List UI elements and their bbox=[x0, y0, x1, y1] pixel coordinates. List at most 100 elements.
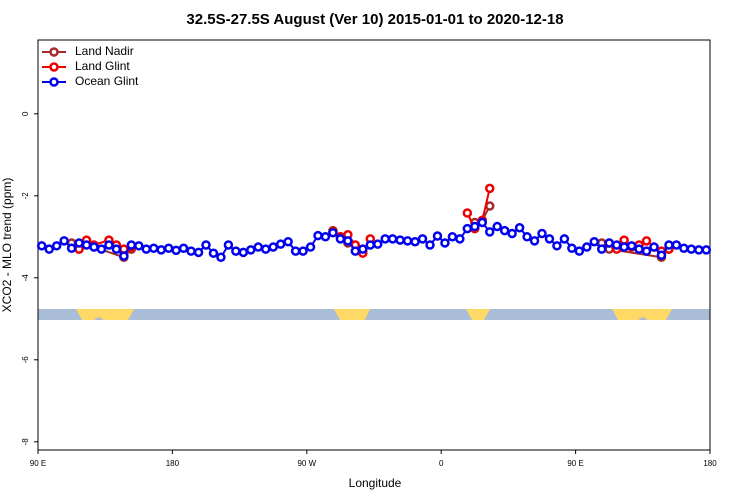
data-point bbox=[589, 236, 600, 247]
data-point bbox=[171, 245, 181, 256]
x-tick-label: 180 bbox=[703, 459, 717, 468]
legend-label: Land Glint bbox=[75, 59, 130, 73]
data-point bbox=[328, 227, 338, 238]
data-point bbox=[59, 236, 69, 246]
data-point bbox=[387, 234, 398, 244]
data-point bbox=[559, 234, 570, 244]
data-point bbox=[305, 242, 316, 252]
data-point bbox=[148, 243, 159, 254]
x-tick-label: 90 E bbox=[567, 459, 583, 468]
data-point bbox=[656, 250, 667, 260]
data-point bbox=[529, 236, 540, 246]
data-point bbox=[216, 252, 226, 263]
land-band bbox=[76, 309, 134, 320]
data-point bbox=[567, 243, 577, 254]
data-point bbox=[522, 232, 532, 242]
data-point bbox=[604, 238, 614, 248]
land-band bbox=[612, 309, 672, 320]
data-point bbox=[440, 238, 450, 248]
legend-label: Land Nadir bbox=[75, 44, 134, 58]
data-point bbox=[51, 241, 62, 251]
data-point bbox=[484, 227, 495, 237]
data-point bbox=[66, 243, 77, 254]
data-point bbox=[104, 240, 114, 250]
data-point bbox=[425, 240, 435, 250]
data-point bbox=[223, 240, 234, 250]
data-point bbox=[484, 201, 495, 211]
data-point bbox=[231, 246, 241, 256]
data-point bbox=[290, 246, 301, 256]
data-point bbox=[544, 234, 555, 244]
data-point bbox=[275, 239, 286, 249]
data-point bbox=[320, 232, 331, 242]
data-point bbox=[470, 221, 480, 232]
data-point bbox=[462, 223, 473, 234]
data-point bbox=[477, 217, 488, 228]
land-band bbox=[466, 309, 490, 320]
data-point bbox=[163, 243, 174, 254]
data-point bbox=[343, 236, 353, 246]
data-point bbox=[514, 223, 525, 233]
data-point bbox=[641, 236, 652, 246]
x-tick-label: 0 bbox=[439, 459, 444, 468]
data-point bbox=[410, 236, 420, 247]
data-point bbox=[253, 242, 264, 252]
y-axis-label: XCO2 - MLO trend (ppm) bbox=[0, 178, 14, 313]
data-point bbox=[350, 246, 361, 256]
data-point bbox=[201, 240, 211, 250]
data-point bbox=[619, 242, 629, 252]
data-point bbox=[156, 245, 166, 255]
data-point bbox=[686, 244, 697, 254]
y-tick-label: -6 bbox=[21, 356, 30, 364]
y-tick-label: -4 bbox=[21, 274, 30, 282]
data-point bbox=[134, 241, 144, 251]
data-point bbox=[626, 241, 637, 251]
data-point bbox=[417, 234, 428, 244]
data-point bbox=[679, 243, 689, 254]
data-point bbox=[268, 242, 278, 252]
data-point bbox=[126, 240, 137, 250]
data-point bbox=[462, 208, 473, 218]
data-point bbox=[36, 241, 47, 251]
data-point bbox=[178, 243, 189, 254]
data-point bbox=[44, 244, 54, 254]
data-point bbox=[537, 228, 547, 239]
y-tick-label: -8 bbox=[21, 438, 30, 446]
data-point bbox=[664, 240, 674, 250]
data-point bbox=[298, 246, 308, 256]
x-tick-label: 180 bbox=[166, 459, 180, 468]
legend-marker bbox=[49, 47, 59, 57]
legend-label: Ocean Glint bbox=[75, 74, 139, 88]
data-point bbox=[611, 240, 622, 250]
data-point bbox=[313, 230, 323, 241]
data-point bbox=[492, 221, 502, 232]
data-point bbox=[89, 242, 99, 252]
data-point bbox=[372, 239, 383, 249]
data-point bbox=[111, 244, 122, 254]
x-tick-label: 90 E bbox=[30, 459, 46, 468]
ocean-band bbox=[38, 309, 710, 320]
data-point bbox=[694, 245, 704, 255]
data-point bbox=[507, 228, 517, 239]
x-axis-label: Longitude bbox=[349, 476, 402, 490]
data-point bbox=[81, 240, 92, 250]
y-tick-label: -2 bbox=[21, 192, 30, 200]
data-point bbox=[596, 244, 607, 254]
data-point bbox=[649, 242, 659, 252]
data-point bbox=[574, 246, 585, 256]
data-point bbox=[335, 234, 346, 244]
data-point bbox=[283, 236, 293, 247]
data-point bbox=[641, 246, 652, 256]
data-point bbox=[186, 246, 196, 256]
y-tick-label: 0 bbox=[21, 111, 30, 116]
chart-title: 32.5S-27.5S August (Ver 10) 2015-01-01 t… bbox=[186, 11, 563, 28]
data-point bbox=[701, 245, 712, 255]
data-point bbox=[484, 183, 495, 194]
data-point bbox=[260, 244, 271, 254]
data-point bbox=[365, 240, 376, 250]
data-point bbox=[402, 236, 413, 246]
data-point bbox=[432, 231, 443, 241]
legend-marker bbox=[49, 62, 59, 72]
data-point bbox=[358, 244, 368, 254]
